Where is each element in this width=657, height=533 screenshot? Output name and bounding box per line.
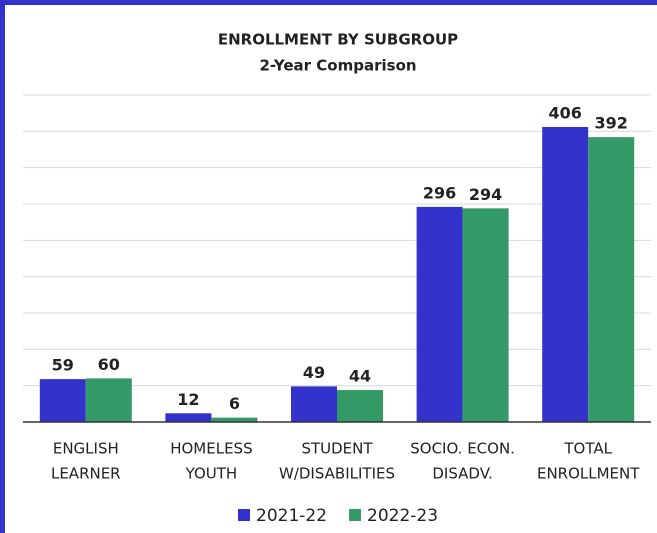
data-label: 296 xyxy=(423,183,456,202)
frame-top xyxy=(0,0,657,5)
bar xyxy=(542,126,589,423)
bar xyxy=(85,378,132,422)
x-tick-label: DISADV. xyxy=(432,465,492,483)
frame-left xyxy=(0,0,5,533)
bar xyxy=(211,417,258,422)
chart-subtitle: 2-Year Comparison xyxy=(259,57,416,75)
data-label: 59 xyxy=(52,356,74,375)
x-tick-label: YOUTH xyxy=(185,465,238,483)
data-label: 392 xyxy=(594,114,627,133)
x-tick-label: ENGLISH xyxy=(53,440,119,458)
x-tick-label: ENROLLMENT xyxy=(537,465,640,483)
bar xyxy=(291,386,337,422)
data-label: 12 xyxy=(177,390,199,409)
data-label: 6 xyxy=(229,394,240,413)
bar xyxy=(416,206,463,422)
x-tick-label: STUDENT xyxy=(301,440,373,458)
bar xyxy=(588,137,635,422)
bar xyxy=(165,413,212,422)
chart-title: ENROLLMENT BY SUBGROUP xyxy=(218,31,458,49)
bar xyxy=(337,390,383,422)
bar xyxy=(39,379,86,422)
legend-swatch xyxy=(238,509,250,521)
legend-label: 2022-23 xyxy=(367,506,438,526)
data-label: 294 xyxy=(469,185,502,204)
data-label: 406 xyxy=(548,103,581,122)
x-tick-label: TOTAL xyxy=(563,440,612,458)
legend-swatch xyxy=(349,509,362,521)
data-label: 44 xyxy=(349,367,371,386)
x-tick-label: W/DISABILITIES xyxy=(279,465,395,483)
data-label: 60 xyxy=(98,355,120,374)
bar xyxy=(462,208,509,422)
data-label: 49 xyxy=(303,363,325,382)
x-tick-label: HOMELESS xyxy=(170,440,252,458)
legend-label: 2021-22 xyxy=(256,506,327,526)
x-tick-label: LEARNER xyxy=(51,465,121,483)
x-tick-label: SOCIO. ECON. xyxy=(410,440,515,458)
